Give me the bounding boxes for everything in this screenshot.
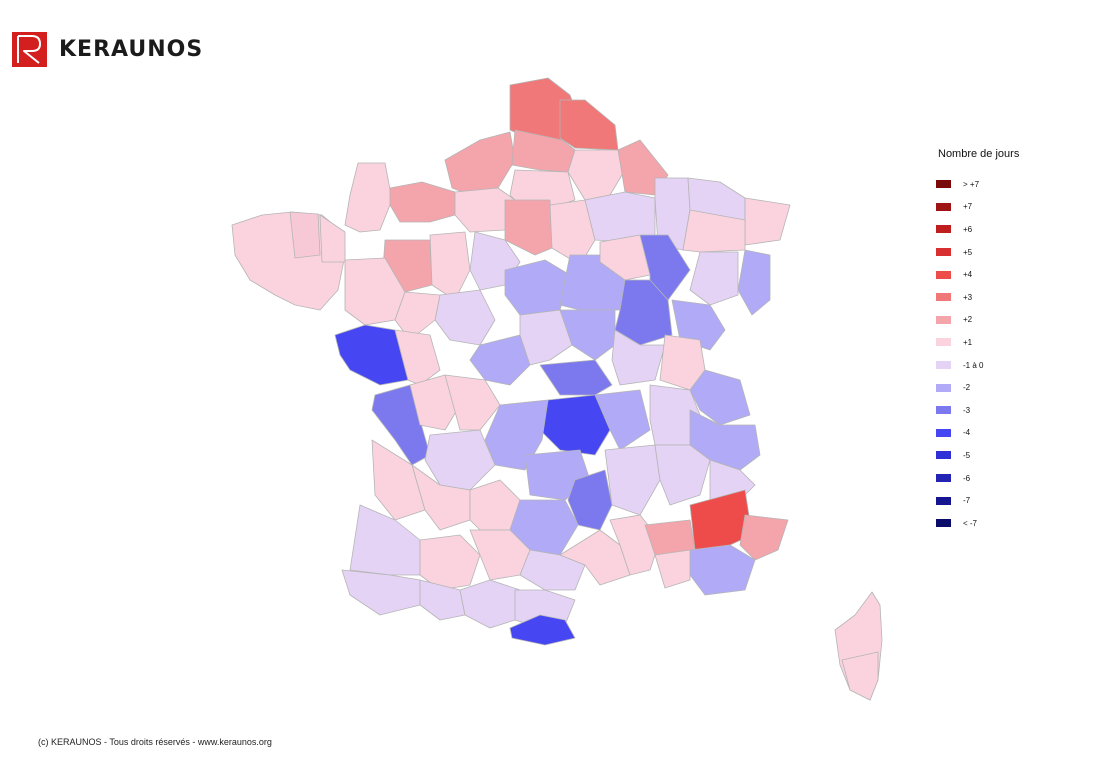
legend-swatch xyxy=(936,474,951,483)
legend-item: -4 xyxy=(936,422,1019,445)
legend-label: > +7 xyxy=(963,179,980,189)
legend-label: +1 xyxy=(963,337,973,347)
legend-item: +5 xyxy=(936,241,1019,264)
legend-label: +2 xyxy=(963,315,973,325)
legend-swatch xyxy=(936,293,951,302)
legend-swatch xyxy=(936,451,951,460)
map-legend: Nombre de jours > +7 +7 +6 +5 +4 +3 +2 +1 -1 à 0… xyxy=(936,148,1020,535)
legend-swatch xyxy=(936,383,951,392)
legend-label: -2 xyxy=(963,383,971,393)
legend-label: < -7 xyxy=(963,518,978,528)
legend-item: -1 à 0 xyxy=(936,354,1019,377)
legend-label: +5 xyxy=(963,247,973,257)
legend-swatch xyxy=(936,248,951,257)
legend-item: +2 xyxy=(936,309,1019,332)
legend-label: +6 xyxy=(963,224,973,234)
legend-swatch xyxy=(936,270,951,279)
keraunos-logo: KERAUNOS xyxy=(12,32,203,67)
legend-item: +4 xyxy=(936,263,1019,286)
legend-item: > +7 xyxy=(936,173,1019,196)
legend-swatch xyxy=(936,180,951,189)
legend-label: -6 xyxy=(963,473,971,483)
legend-swatch xyxy=(936,225,951,234)
legend-item: +1 xyxy=(936,331,1019,354)
legend-label: -5 xyxy=(963,450,971,460)
legend-item: +6 xyxy=(936,218,1019,241)
legend-swatch xyxy=(936,338,951,347)
legend-label: +4 xyxy=(963,270,973,280)
legend-swatch xyxy=(936,315,951,324)
legend-swatch xyxy=(936,202,951,211)
legend-label: +3 xyxy=(963,292,973,302)
legend-item: -5 xyxy=(936,444,1019,467)
legend-title: Nombre de jours xyxy=(938,148,1020,160)
legend-swatch xyxy=(936,406,951,415)
legend-item: -6 xyxy=(936,467,1019,490)
legend-item: +3 xyxy=(936,286,1019,309)
legend-label: -3 xyxy=(963,405,971,415)
brand-name: KERAUNOS xyxy=(59,37,204,62)
legend-label: -1 à 0 xyxy=(963,360,984,370)
copyright-footer: (c) KERAUNOS - Tous droits réservés - ww… xyxy=(38,737,272,747)
legend-item: +7 xyxy=(936,196,1019,219)
legend-swatch xyxy=(936,496,951,505)
keraunos-logo-icon xyxy=(12,32,47,67)
legend-item: < -7 xyxy=(936,512,1019,535)
legend-item: -3 xyxy=(936,399,1019,422)
legend-swatch xyxy=(936,428,951,437)
legend-label: +7 xyxy=(963,202,973,212)
legend-item: -7 xyxy=(936,489,1019,512)
legend-item: -2 xyxy=(936,376,1019,399)
legend-swatch xyxy=(936,361,951,370)
legend-swatch xyxy=(936,519,951,528)
legend-label: -4 xyxy=(963,428,971,438)
legend-label: -7 xyxy=(963,496,971,506)
